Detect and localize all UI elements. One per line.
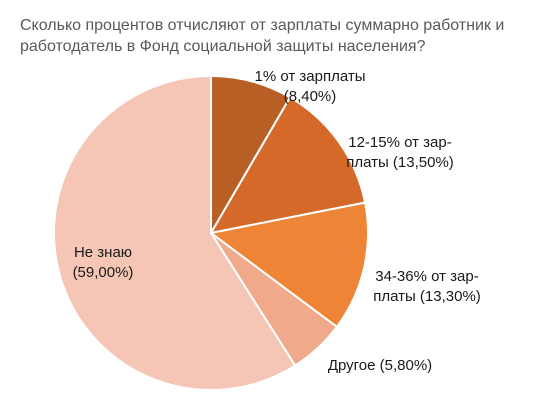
slice-label-1-line-2: (8,40%) (284, 88, 337, 105)
pie-slice-5 (53, 74, 297, 391)
chart-title-line-2: работодатель в Фонд социальной защиты на… (20, 38, 426, 55)
pie-slices (53, 74, 369, 391)
slice-label-3-line-1: 34-36% от зар- (375, 268, 478, 285)
slice-label-3-line-2: платы (13,30%) (373, 288, 481, 305)
slice-labels: 1% от зарплаты (8,40%) 12-15% от зар-платы… (73, 68, 481, 374)
pie-slice-2 (209, 95, 367, 235)
chart-title: Сколько процентов отчисляют от зарплаты … (20, 17, 504, 55)
slice-label-4: Другое (5,80%) (328, 357, 432, 374)
slice-label-2: 12-15% от зар-платы (13,50%) (346, 134, 454, 171)
slice-label-2-line-2: платы (13,50%) (346, 154, 454, 171)
chart-title-line-1: Сколько процентов отчисляют от зарплаты … (20, 17, 504, 34)
pie-slice-3 (208, 201, 369, 329)
slice-label-1-line-1: 1% от зарплаты (255, 68, 366, 85)
slice-label-5: Не знаю (59,00%) (73, 244, 134, 281)
slice-label-2-line-1: 12-15% от зар- (348, 134, 451, 151)
slice-label-5-line-2: (59,00%) (73, 264, 134, 281)
slice-label-1: 1% от зарплаты (8,40%) (255, 68, 366, 105)
slice-label-3: 34-36% от зар-платы (13,30%) (373, 268, 481, 305)
slice-label-4-line-1: Другое (5,80%) (328, 357, 432, 374)
slice-label-5-line-1: Не знаю (74, 244, 132, 261)
